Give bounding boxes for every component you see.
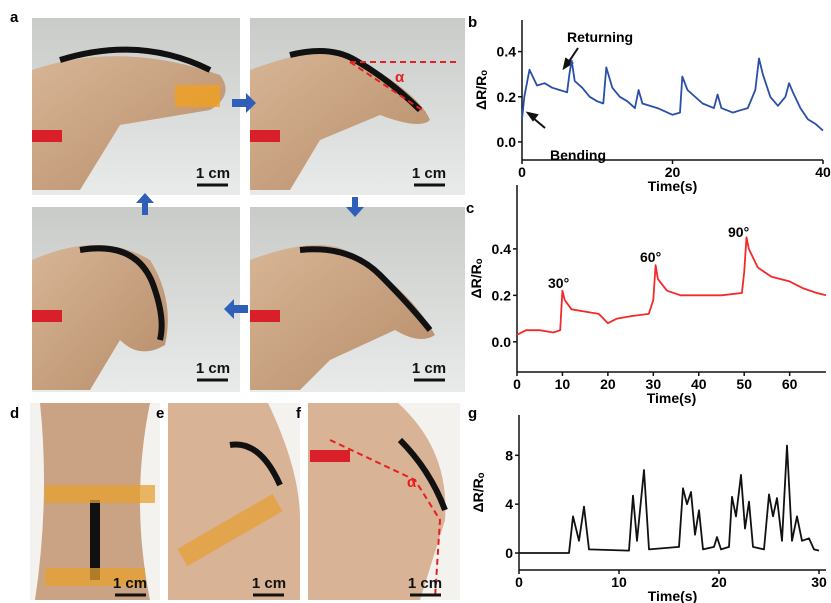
annotation: 60° (640, 249, 661, 265)
photo-f (308, 403, 460, 600)
x-axis-label: Time(s) (647, 390, 697, 406)
y-axis-label: ΔR/Rₒ (468, 258, 484, 298)
x-axis-label: Time(s) (648, 178, 698, 194)
y-axis-label: ΔR/Rₒ (470, 472, 486, 512)
x-tick-label: 60 (782, 376, 798, 392)
x-tick-label: 10 (611, 574, 627, 590)
y-tick-label: 0.4 (497, 44, 517, 60)
x-tick-label: 50 (736, 376, 752, 392)
y-tick-label: 0.0 (492, 334, 512, 350)
photo-e (168, 403, 300, 600)
scale-bar-label: 1 cm (252, 575, 286, 592)
panel-label: a (10, 9, 19, 26)
x-tick-label: 10 (555, 376, 571, 392)
angle-symbol: α (395, 69, 405, 86)
scale-bar-label: 1 cm (113, 575, 147, 592)
y-tick-label: 0.2 (497, 89, 517, 105)
y-tick-label: 0.0 (497, 134, 517, 150)
panel-label: g (468, 405, 477, 422)
panel-label: c (466, 200, 474, 217)
x-tick-label: 0 (515, 574, 523, 590)
angle-symbol: α (407, 474, 417, 491)
photo-d (30, 403, 160, 600)
x-tick-label: 40 (815, 164, 831, 180)
panel-label: e (156, 405, 164, 422)
y-tick-label: 8 (505, 447, 513, 463)
panel-label: f (296, 405, 302, 422)
scale-bar-label: 1 cm (196, 360, 230, 377)
scale-bar-label: 1 cm (408, 575, 442, 592)
figure: 1 cm 1 cm 1 cm 1 cm 1 cm 1 cm 1 cm α α a… (0, 0, 831, 603)
scale-bar-label: 1 cm (196, 165, 230, 182)
scale-bar-label: 1 cm (412, 360, 446, 377)
annotation: Bending (550, 147, 606, 163)
y-tick-label: 0.4 (492, 241, 512, 257)
y-tick-label: 4 (505, 496, 513, 512)
annotation: 30° (548, 275, 569, 291)
x-tick-label: 30 (811, 574, 827, 590)
data-line (522, 58, 823, 130)
annotation: Returning (567, 29, 633, 45)
y-tick-label: 0.2 (492, 287, 512, 303)
panel-label: d (10, 405, 19, 422)
y-tick-label: 0 (505, 545, 513, 561)
panel-label: b (468, 14, 477, 31)
y-axis-label: ΔR/Rₒ (473, 70, 489, 110)
data-line (519, 446, 819, 554)
x-tick-label: 20 (711, 574, 727, 590)
x-tick-label: 0 (513, 376, 521, 392)
annotation: 90° (728, 224, 749, 240)
x-tick-label: 0 (518, 164, 526, 180)
scale-bar-label: 1 cm (412, 165, 446, 182)
x-tick-label: 20 (600, 376, 616, 392)
x-axis-label: Time(s) (648, 588, 698, 603)
